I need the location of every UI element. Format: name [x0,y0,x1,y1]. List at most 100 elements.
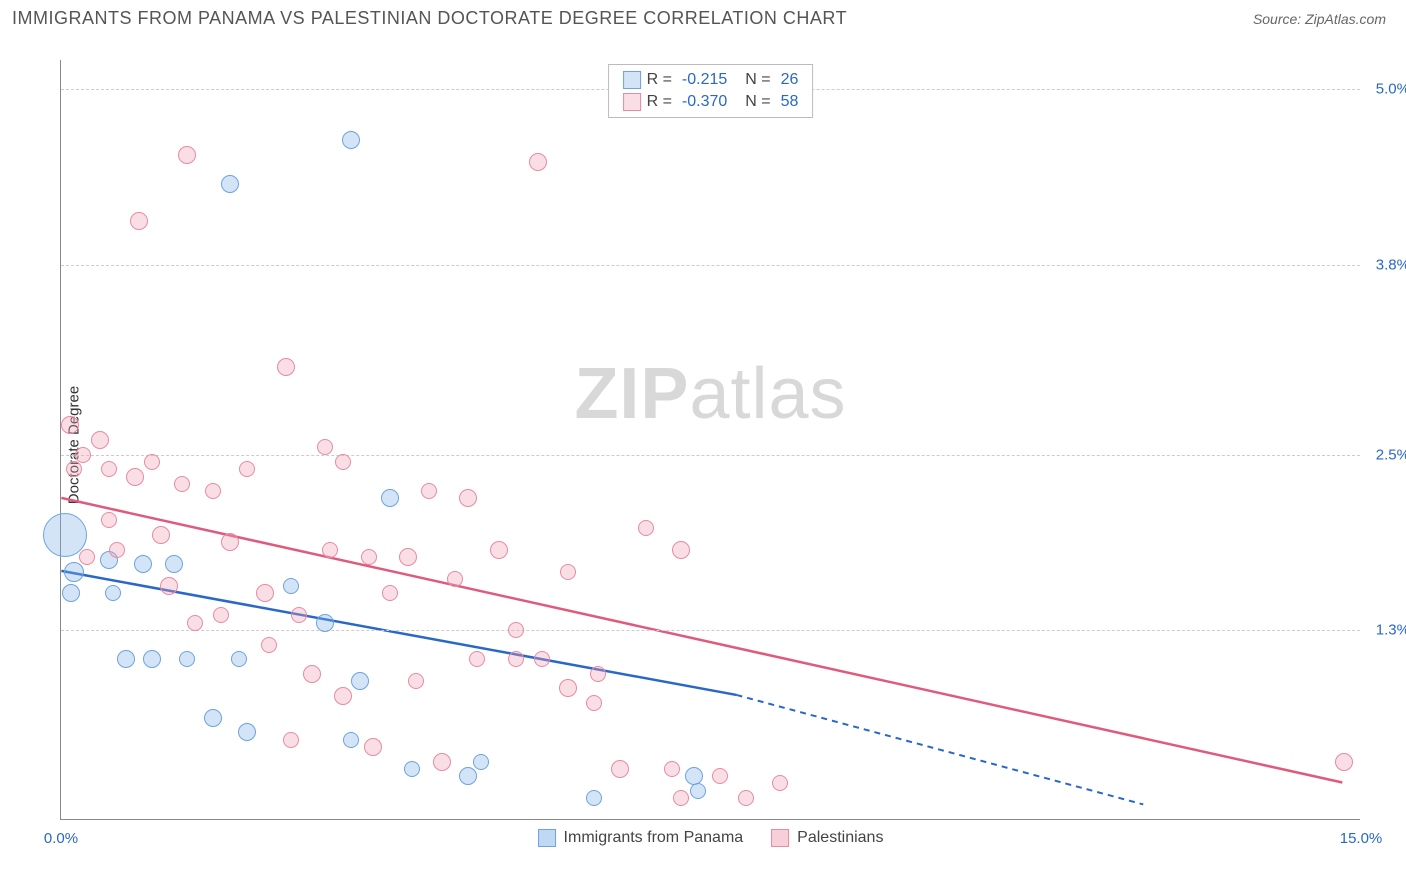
scatter-point [62,584,80,602]
scatter-point [399,548,417,566]
scatter-point [382,585,398,601]
legend-n-value: 26 [781,71,799,89]
y-tick-label: 3.8% [1376,256,1406,273]
y-tick-label: 2.5% [1376,446,1406,463]
scatter-point [611,760,629,778]
scatter-point [221,175,239,193]
chart-title: IMMIGRANTS FROM PANAMA VS PALESTINIAN DO… [12,8,847,29]
scatter-point [343,732,359,748]
scatter-point [316,614,334,632]
scatter-point [322,542,338,558]
legend-label: Immigrants from Panama [564,829,744,847]
scatter-point [160,577,178,595]
scatter-point [174,476,190,492]
scatter-point [447,571,463,587]
scatter-point [473,754,489,770]
legend-stat-row: R =-0.370N =58 [623,91,799,113]
scatter-point [79,549,95,565]
legend-swatch [623,71,641,89]
scatter-point [335,454,351,470]
gridline [61,455,1360,456]
scatter-point [256,584,274,602]
scatter-point [381,489,399,507]
scatter-point [134,555,152,573]
legend-stat-row: R =-0.215N =26 [623,69,799,91]
scatter-point [64,562,84,582]
legend-item: Immigrants from Panama [538,829,744,847]
scatter-point [303,665,321,683]
scatter-point [586,790,602,806]
scatter-point [351,672,369,690]
legend-r-value: -0.370 [682,93,727,111]
scatter-point [291,607,307,623]
legend-n-label: N = [745,71,770,89]
watermark-light: atlas [689,354,846,434]
scatter-point [143,650,161,668]
scatter-point [75,447,91,463]
scatter-point [261,637,277,653]
scatter-point [105,585,121,601]
scatter-point [673,790,689,806]
legend-bottom: Immigrants from Panama Palestinians [538,829,884,847]
legend-n-label: N = [745,93,770,111]
scatter-point [586,695,602,711]
plot-area: ZIPatlas R =-0.215N =26R =-0.370N =58 Im… [60,60,1360,820]
scatter-point [433,753,451,771]
scatter-point [239,461,255,477]
scatter-point [690,783,706,799]
scatter-point [529,153,547,171]
scatter-point [508,651,524,667]
y-tick-label: 5.0% [1376,81,1406,98]
scatter-point [204,709,222,727]
scatter-point [130,212,148,230]
scatter-point [459,767,477,785]
scatter-point [404,761,420,777]
scatter-point [738,790,754,806]
x-tick-label: 15.0% [1340,830,1383,847]
scatter-point [152,526,170,544]
legend-r-label: R = [647,93,672,111]
scatter-point [91,431,109,449]
legend-swatch [771,829,789,847]
scatter-point [459,489,477,507]
scatter-point [66,461,82,477]
gridline [61,265,1360,266]
legend-item: Palestinians [771,829,883,847]
scatter-point [61,416,79,434]
scatter-point [283,578,299,594]
gridline [61,630,1360,631]
scatter-point [126,468,144,486]
scatter-point [221,533,239,551]
scatter-point [317,439,333,455]
scatter-point [334,687,352,705]
scatter-point [1335,753,1353,771]
scatter-point [165,555,183,573]
scatter-point [421,483,437,499]
watermark-bold: ZIP [574,354,689,434]
scatter-point [364,738,382,756]
scatter-point [179,651,195,667]
scatter-point [664,761,680,777]
y-tick-label: 1.3% [1376,622,1406,639]
legend-stats: R =-0.215N =26R =-0.370N =58 [608,64,814,118]
scatter-point [342,131,360,149]
legend-swatch [623,93,641,111]
scatter-point [672,541,690,559]
scatter-point [144,454,160,470]
scatter-point [101,461,117,477]
legend-r-label: R = [647,71,672,89]
scatter-point [590,666,606,682]
scatter-point [117,650,135,668]
watermark: ZIPatlas [574,353,846,435]
scatter-point [772,775,788,791]
scatter-point [638,520,654,536]
scatter-point [534,651,550,667]
scatter-point [178,146,196,164]
scatter-point [238,723,256,741]
scatter-point [205,483,221,499]
scatter-point [469,651,485,667]
scatter-point [187,615,203,631]
chart-container: Doctorate Degree ZIPatlas R =-0.215N =26… [50,50,1390,840]
scatter-point [283,732,299,748]
scatter-point [559,679,577,697]
